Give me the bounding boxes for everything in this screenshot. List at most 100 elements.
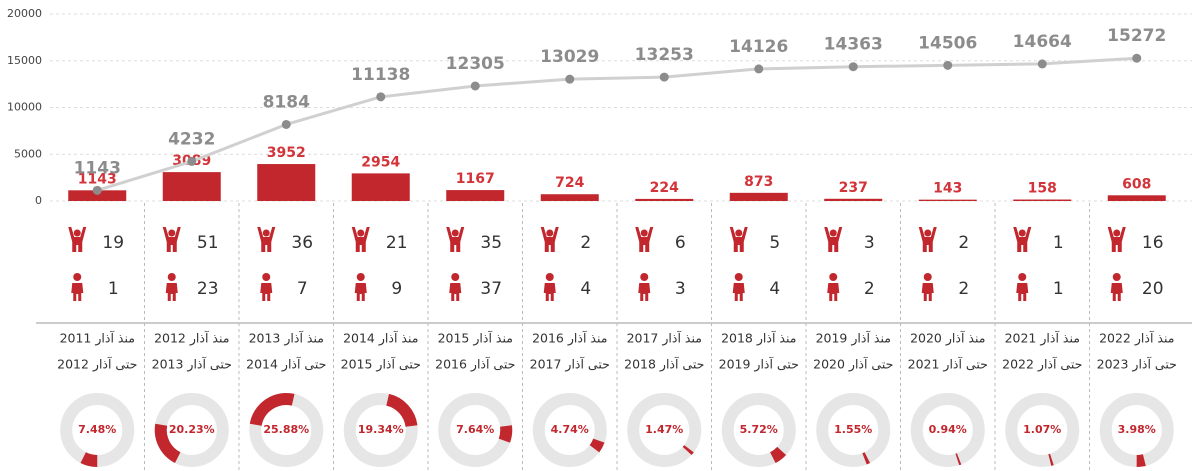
adults-count: 20: [1142, 279, 1164, 299]
donut-track: [721, 393, 796, 467]
line-point: [470, 81, 480, 91]
bar: [1107, 195, 1166, 201]
period-from: منذ آذار 2020: [910, 331, 985, 347]
icon-body: [635, 227, 654, 252]
child-icon: [162, 227, 181, 252]
children-count: 36: [291, 233, 313, 253]
icon-body: [732, 283, 745, 301]
donut-arc: [769, 446, 787, 463]
icon-head: [451, 273, 460, 281]
donut-track: [1005, 393, 1080, 467]
children-count: 21: [386, 233, 408, 253]
bar: [162, 172, 221, 201]
icon-body: [1016, 283, 1029, 301]
adult-icon: [543, 273, 556, 301]
donut-label: 0.94%: [929, 423, 967, 436]
y-tick-label: 10000: [7, 101, 42, 114]
icon-body: [351, 227, 370, 252]
adults-count: 4: [580, 279, 591, 299]
donut-arc: [80, 452, 98, 467]
icon-body: [729, 227, 748, 252]
donut-arc: [862, 452, 871, 465]
donut-label: 19.34%: [358, 423, 404, 436]
donut-arc: [1048, 453, 1054, 466]
line-point: [943, 60, 953, 70]
icon-head: [1113, 229, 1121, 237]
period-to: حتى آذار 2023: [1097, 357, 1177, 373]
icon-body: [824, 227, 843, 252]
icon-body: [446, 227, 465, 252]
child-icon: [918, 227, 937, 252]
donut-track: [910, 393, 985, 467]
child-icon: [540, 227, 559, 252]
icon-body: [260, 283, 273, 301]
line-value-label: 14363: [824, 35, 883, 55]
period-from: منذ آذار 2017: [627, 331, 702, 347]
line-value-label: 15272: [1107, 26, 1166, 46]
donut-track: [343, 393, 418, 467]
icon-body: [71, 283, 84, 301]
icon-head: [829, 229, 837, 237]
donut-arc: [154, 423, 181, 463]
line: [96, 56, 1137, 192]
adults-count: 7: [297, 279, 308, 299]
child-icon: [351, 227, 370, 252]
adult-icon: [638, 273, 651, 301]
line-value-label: 4232: [168, 129, 215, 149]
line-value-label: 12305: [446, 54, 505, 74]
icon-head: [640, 273, 649, 281]
adult-icon: [449, 273, 462, 301]
bar-value-label: 2954: [361, 154, 400, 170]
line-point: [1037, 59, 1047, 69]
icon-head: [1018, 273, 1027, 281]
icon-head: [545, 273, 554, 281]
period-from: منذ آذار 2016: [532, 331, 607, 347]
bar: [540, 194, 599, 201]
line-value-label: 14664: [1013, 32, 1072, 52]
icon-body: [165, 283, 178, 301]
icon-head: [1112, 273, 1121, 281]
icon-body: [1107, 227, 1126, 252]
adults-count: 23: [197, 279, 219, 299]
period-to: حتى آذار 2022: [1002, 357, 1082, 373]
line-value-label: 1143: [74, 158, 121, 178]
bar-value-label: 1143: [78, 171, 117, 187]
child-icon: [446, 227, 465, 252]
adult-icon: [732, 273, 745, 301]
line-value-label: 13253: [635, 45, 694, 65]
adult-icon: [354, 273, 367, 301]
adults-count: 37: [480, 279, 502, 299]
adult-icon: [71, 273, 84, 301]
line-value-label: 14506: [918, 33, 977, 53]
period-from: منذ آذار 2013: [249, 331, 324, 347]
donut-label: 25.88%: [263, 423, 309, 436]
y-tick-label: 0: [35, 194, 42, 207]
donut-arc: [249, 393, 295, 427]
bar: [1013, 199, 1072, 201]
icon-body: [449, 283, 462, 301]
adult-icon: [921, 273, 934, 301]
bar: [824, 198, 883, 201]
icon-body: [540, 227, 559, 252]
period-from: منذ آذار 2012: [154, 331, 229, 347]
icon-head: [735, 229, 743, 237]
bar-value-label: 3952: [267, 145, 306, 161]
icon-head: [734, 273, 743, 281]
donut-arc: [682, 445, 694, 455]
child-icon: [1107, 227, 1126, 252]
period-from: منذ آذار 2019: [816, 331, 891, 347]
line-value-label: 14126: [729, 37, 788, 57]
adult-icon: [827, 273, 840, 301]
bar: [729, 192, 788, 201]
donut-arc: [385, 393, 418, 428]
adults-count: 9: [391, 279, 402, 299]
icon-body: [638, 283, 651, 301]
adult-icon: [1016, 273, 1029, 301]
icon-body: [827, 283, 840, 301]
donut-label: 1.55%: [834, 423, 872, 436]
child-icon: [729, 227, 748, 252]
child-icon: [824, 227, 843, 252]
children-count: 3: [864, 233, 875, 253]
icon-body: [68, 227, 87, 252]
period-to: حتى آذار 2021: [908, 357, 988, 373]
